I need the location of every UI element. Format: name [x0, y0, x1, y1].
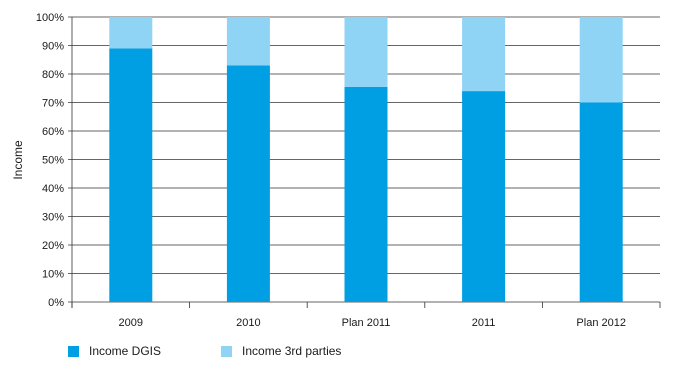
y-tick-label: 30% — [42, 212, 64, 224]
legend-label-dgis: Income DGIS — [89, 344, 162, 358]
bar-income-dgis — [344, 86, 388, 302]
y-tick-label: 100% — [36, 12, 64, 24]
x-tick-label: 2010 — [236, 317, 260, 329]
axes — [71, 17, 661, 308]
y-tick-labels: 0% 10% 20% 30% 40% 50% 60% 70% 80% 90% 100% — [36, 12, 64, 309]
legend-swatch-dgis — [68, 345, 79, 357]
y-tick-label: 40% — [42, 183, 64, 195]
x-tick-label: Plan 2012 — [576, 317, 626, 329]
bar-income-3rd-parties — [344, 17, 388, 87]
x-tick-label: 2009 — [119, 317, 143, 329]
y-tick-label: 20% — [42, 240, 64, 252]
legend-swatch-3rd-parties — [221, 345, 233, 357]
y-tick-label: 60% — [42, 126, 64, 138]
y-tick-label: 50% — [42, 155, 64, 167]
bar-income-3rd-parties — [226, 17, 270, 66]
y-tick-label: 80% — [42, 69, 64, 81]
y-tick-label: 10% — [42, 269, 64, 281]
bar-income-3rd-parties — [109, 17, 153, 49]
legend-item-dgis: Income DGIS — [68, 344, 161, 358]
y-axis-title: Income — [11, 140, 25, 180]
bar-income-dgis — [462, 91, 506, 302]
bar-income-dgis — [109, 48, 153, 302]
legend: Income DGIS Income 3rd parties — [68, 344, 401, 358]
bar-income-3rd-parties — [579, 17, 623, 103]
legend-item-3rd-parties: Income 3rd parties — [221, 344, 341, 358]
y-tick-label: 0% — [48, 297, 64, 309]
x-tick-label: 2011 — [472, 317, 496, 329]
x-tick-label: Plan 2011 — [342, 317, 391, 329]
legend-label-3rd-parties: Income 3rd parties — [242, 344, 342, 358]
y-tick-label: 70% — [42, 98, 64, 110]
bar-income-dgis — [579, 102, 623, 302]
y-tick-label: 90% — [42, 41, 64, 53]
bar-income-3rd-parties — [462, 17, 506, 92]
bar-income-dgis — [226, 65, 270, 302]
bars — [109, 17, 623, 302]
x-tick-labels: 2009 2010 Plan 2011 2011 Plan 2012 — [119, 317, 626, 329]
